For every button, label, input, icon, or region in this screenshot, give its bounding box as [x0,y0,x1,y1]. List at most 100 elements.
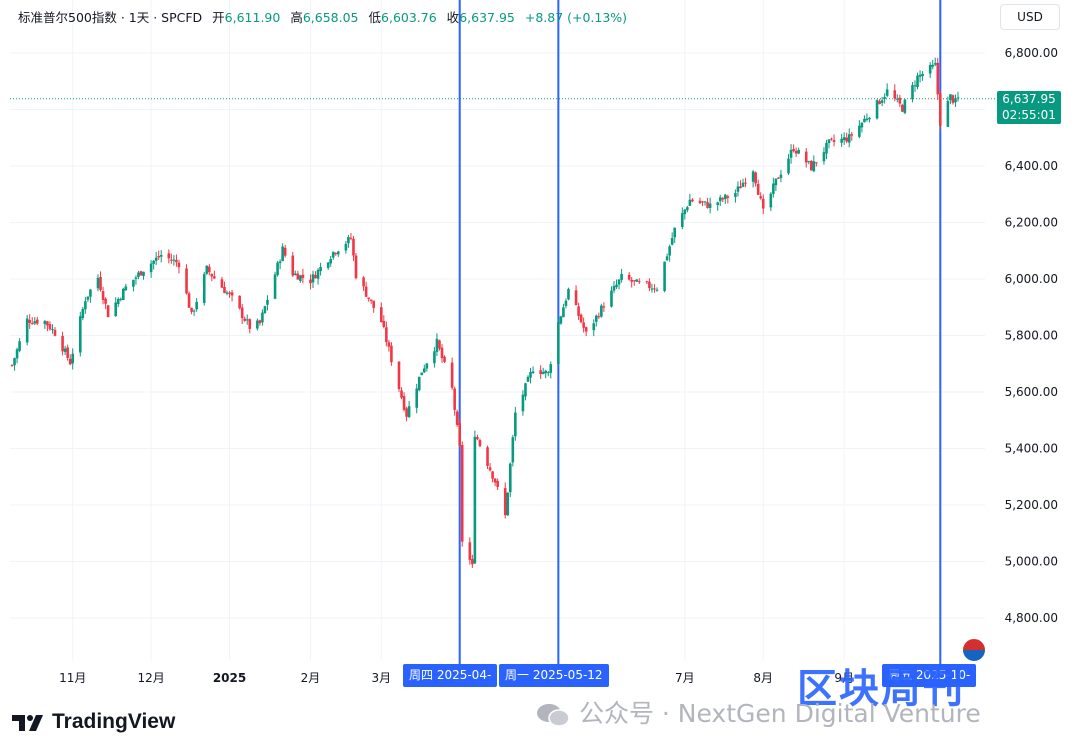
candle [425,362,429,372]
last-price-tag: 6,637.95 02:55:01 [997,91,1061,124]
candle [210,273,214,282]
candle [928,61,932,78]
candle-body [134,277,138,279]
candle [293,270,297,276]
candle-body [347,236,350,244]
candle-body [390,345,393,363]
candle-body [739,186,742,189]
candle [630,276,634,288]
candle [347,234,350,248]
candle [89,289,92,303]
candle [774,178,778,191]
candle-body [299,275,302,281]
candle [938,91,942,130]
candle [706,197,709,209]
candle-body [48,324,52,330]
candle [559,315,563,325]
candle [276,261,279,277]
candle [741,178,745,188]
candle-body [903,99,907,113]
candle-body [792,149,795,152]
candle [119,297,123,302]
candle-body [397,361,401,390]
candle-body [314,274,317,279]
candle [514,406,517,441]
y-tick-label: 4,800.00 [1005,611,1058,625]
candle-body [665,256,669,261]
candle [187,291,191,308]
candle [319,262,322,276]
candle [885,83,889,98]
candle [225,290,229,296]
candle-body [170,259,173,261]
candle [860,121,864,133]
candle-body [114,302,118,316]
candle [850,131,854,141]
candle [688,193,692,206]
candle [668,244,671,262]
candle [794,147,798,157]
candle-body [35,319,39,324]
y-tick-label: 6,800.00 [1005,46,1058,60]
candle-body [443,356,446,362]
candle-body [213,276,216,279]
candle-body [30,323,34,325]
candle-body [521,394,525,412]
currency-button[interactable]: USD [1000,4,1060,30]
candle-body [600,305,603,317]
symbol-legend: 标准普尔500指数 · 1天 · SPCFD 开6,611.90 高6,658.… [18,7,627,26]
candle-body [779,174,783,178]
candle [946,96,950,127]
candle [716,201,720,211]
candle [78,311,82,357]
candle-body [46,321,49,326]
candle [557,317,560,367]
candle-body [741,182,745,187]
candle [956,91,960,102]
candle [422,364,426,374]
candle-body [594,315,598,322]
candle-body [574,290,578,306]
candle-body [425,363,429,369]
y-tick-label: 6,000.00 [1005,272,1058,286]
candle-body [911,85,914,100]
candle [440,344,444,363]
candle-body [541,371,545,374]
candle [531,366,535,374]
candle [539,365,542,380]
candle [230,289,234,302]
candle [207,264,211,276]
candle [238,295,241,310]
candle-body [329,259,333,264]
candle-body [468,542,472,560]
candle-body [777,177,780,179]
candle [708,197,712,214]
candle-body [514,412,517,437]
candle [703,201,707,206]
candle-body [78,316,82,353]
tradingview-logo[interactable]: TradingView [12,710,175,734]
candle-body [385,327,388,343]
candle [443,355,446,363]
candle-body [362,277,365,287]
y-tick-label: 5,600.00 [1005,385,1058,399]
candle-body [124,286,128,291]
candle [916,72,919,90]
candle [827,139,831,149]
candle-body [458,423,462,446]
candle-body [276,262,279,276]
candle [228,291,231,298]
candle [670,232,674,246]
candle [807,160,811,165]
candle-body [567,288,570,300]
candle [336,250,340,257]
candle-body [845,137,849,142]
close-label: 收 [446,10,460,25]
candle-body [154,257,158,261]
candle [81,306,85,321]
candle [736,181,740,197]
candle-body [683,209,687,215]
low-label: 低 [368,10,382,25]
candle-body [81,308,85,318]
